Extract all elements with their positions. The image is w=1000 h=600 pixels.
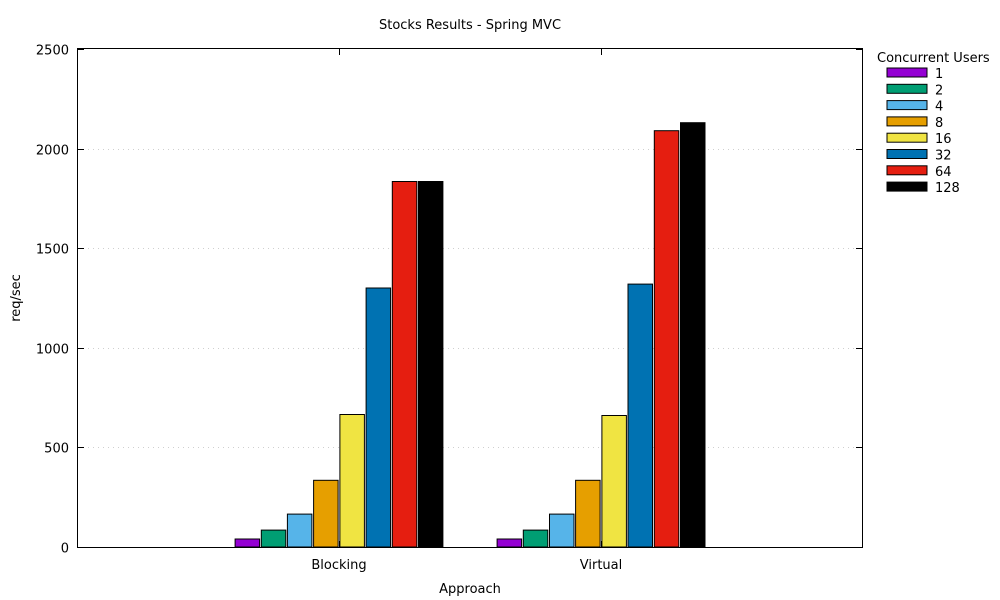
legend-swatch-1 xyxy=(886,67,928,78)
bar-virtual-64 xyxy=(653,130,680,548)
legend-label-128: 128 xyxy=(935,181,960,196)
bar-virtual-2 xyxy=(522,529,549,548)
bar-blocking-8 xyxy=(313,479,339,548)
x-tick-label: Blocking xyxy=(311,558,366,573)
chart-title: Stocks Results - Spring MVC xyxy=(379,18,561,33)
bar-blocking-32 xyxy=(365,287,392,548)
bar-blocking-4 xyxy=(286,513,313,548)
bar-blocking-16 xyxy=(339,414,365,548)
x-tick-label: Virtual xyxy=(580,558,622,573)
x-axis-label: Approach xyxy=(439,582,501,597)
legend-label-8: 8 xyxy=(935,116,943,131)
bar-blocking-2 xyxy=(260,529,287,548)
bar-virtual-32 xyxy=(627,283,653,548)
bar-blocking-1 xyxy=(234,538,261,548)
y-tick-label: 1500 xyxy=(36,243,69,258)
legend-swatch-64 xyxy=(886,165,928,176)
legend-swatch-8 xyxy=(886,116,928,127)
y-tick-label: 2000 xyxy=(36,144,69,159)
legend-swatch-32 xyxy=(886,149,928,159)
legend-label-1: 1 xyxy=(935,67,943,82)
plot-frame xyxy=(77,48,863,548)
legend-label-2: 2 xyxy=(935,83,943,98)
legend-label-32: 32 xyxy=(935,149,952,164)
bar-blocking-128 xyxy=(417,181,444,548)
bar-virtual-8 xyxy=(575,479,601,548)
y-axis: 0 500 1000 1500 2000 2500 xyxy=(36,44,862,557)
bar-virtual-128 xyxy=(680,122,706,548)
bar-virtual-16 xyxy=(601,415,627,548)
bar-virtual-4 xyxy=(549,513,575,548)
y-axis-label: req/sec xyxy=(9,274,24,322)
bar-blocking-64 xyxy=(391,181,418,548)
y-tick-label: 1000 xyxy=(36,343,69,358)
legend-swatch-4 xyxy=(886,100,928,111)
x-axis: Blocking Virtual xyxy=(311,49,622,573)
legend-label-16: 16 xyxy=(935,132,952,147)
y-tick-label: 0 xyxy=(61,542,69,557)
legend-title: Concurrent Users xyxy=(877,51,990,66)
y-tick-label: 500 xyxy=(44,442,69,457)
legend-swatch-128 xyxy=(886,181,928,192)
legend-swatch-2 xyxy=(886,83,928,94)
legend-swatch-16 xyxy=(886,132,928,143)
bars xyxy=(234,122,706,548)
grid-lines xyxy=(78,149,862,448)
legend-label-64: 64 xyxy=(935,165,952,180)
y-tick-label: 2500 xyxy=(36,44,69,59)
bar-virtual-1 xyxy=(496,538,523,548)
legend-label-4: 4 xyxy=(935,100,943,115)
